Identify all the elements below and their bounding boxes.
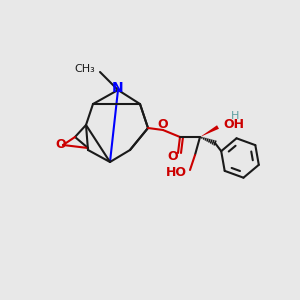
Text: N: N [112,81,124,95]
Text: OH: OH [223,118,244,130]
Text: CH₃: CH₃ [74,64,95,74]
Text: O: O [168,149,178,163]
Text: HO: HO [166,167,187,179]
Polygon shape [200,125,219,137]
Text: O: O [56,139,66,152]
Text: O: O [158,118,168,130]
Text: H: H [231,111,239,121]
